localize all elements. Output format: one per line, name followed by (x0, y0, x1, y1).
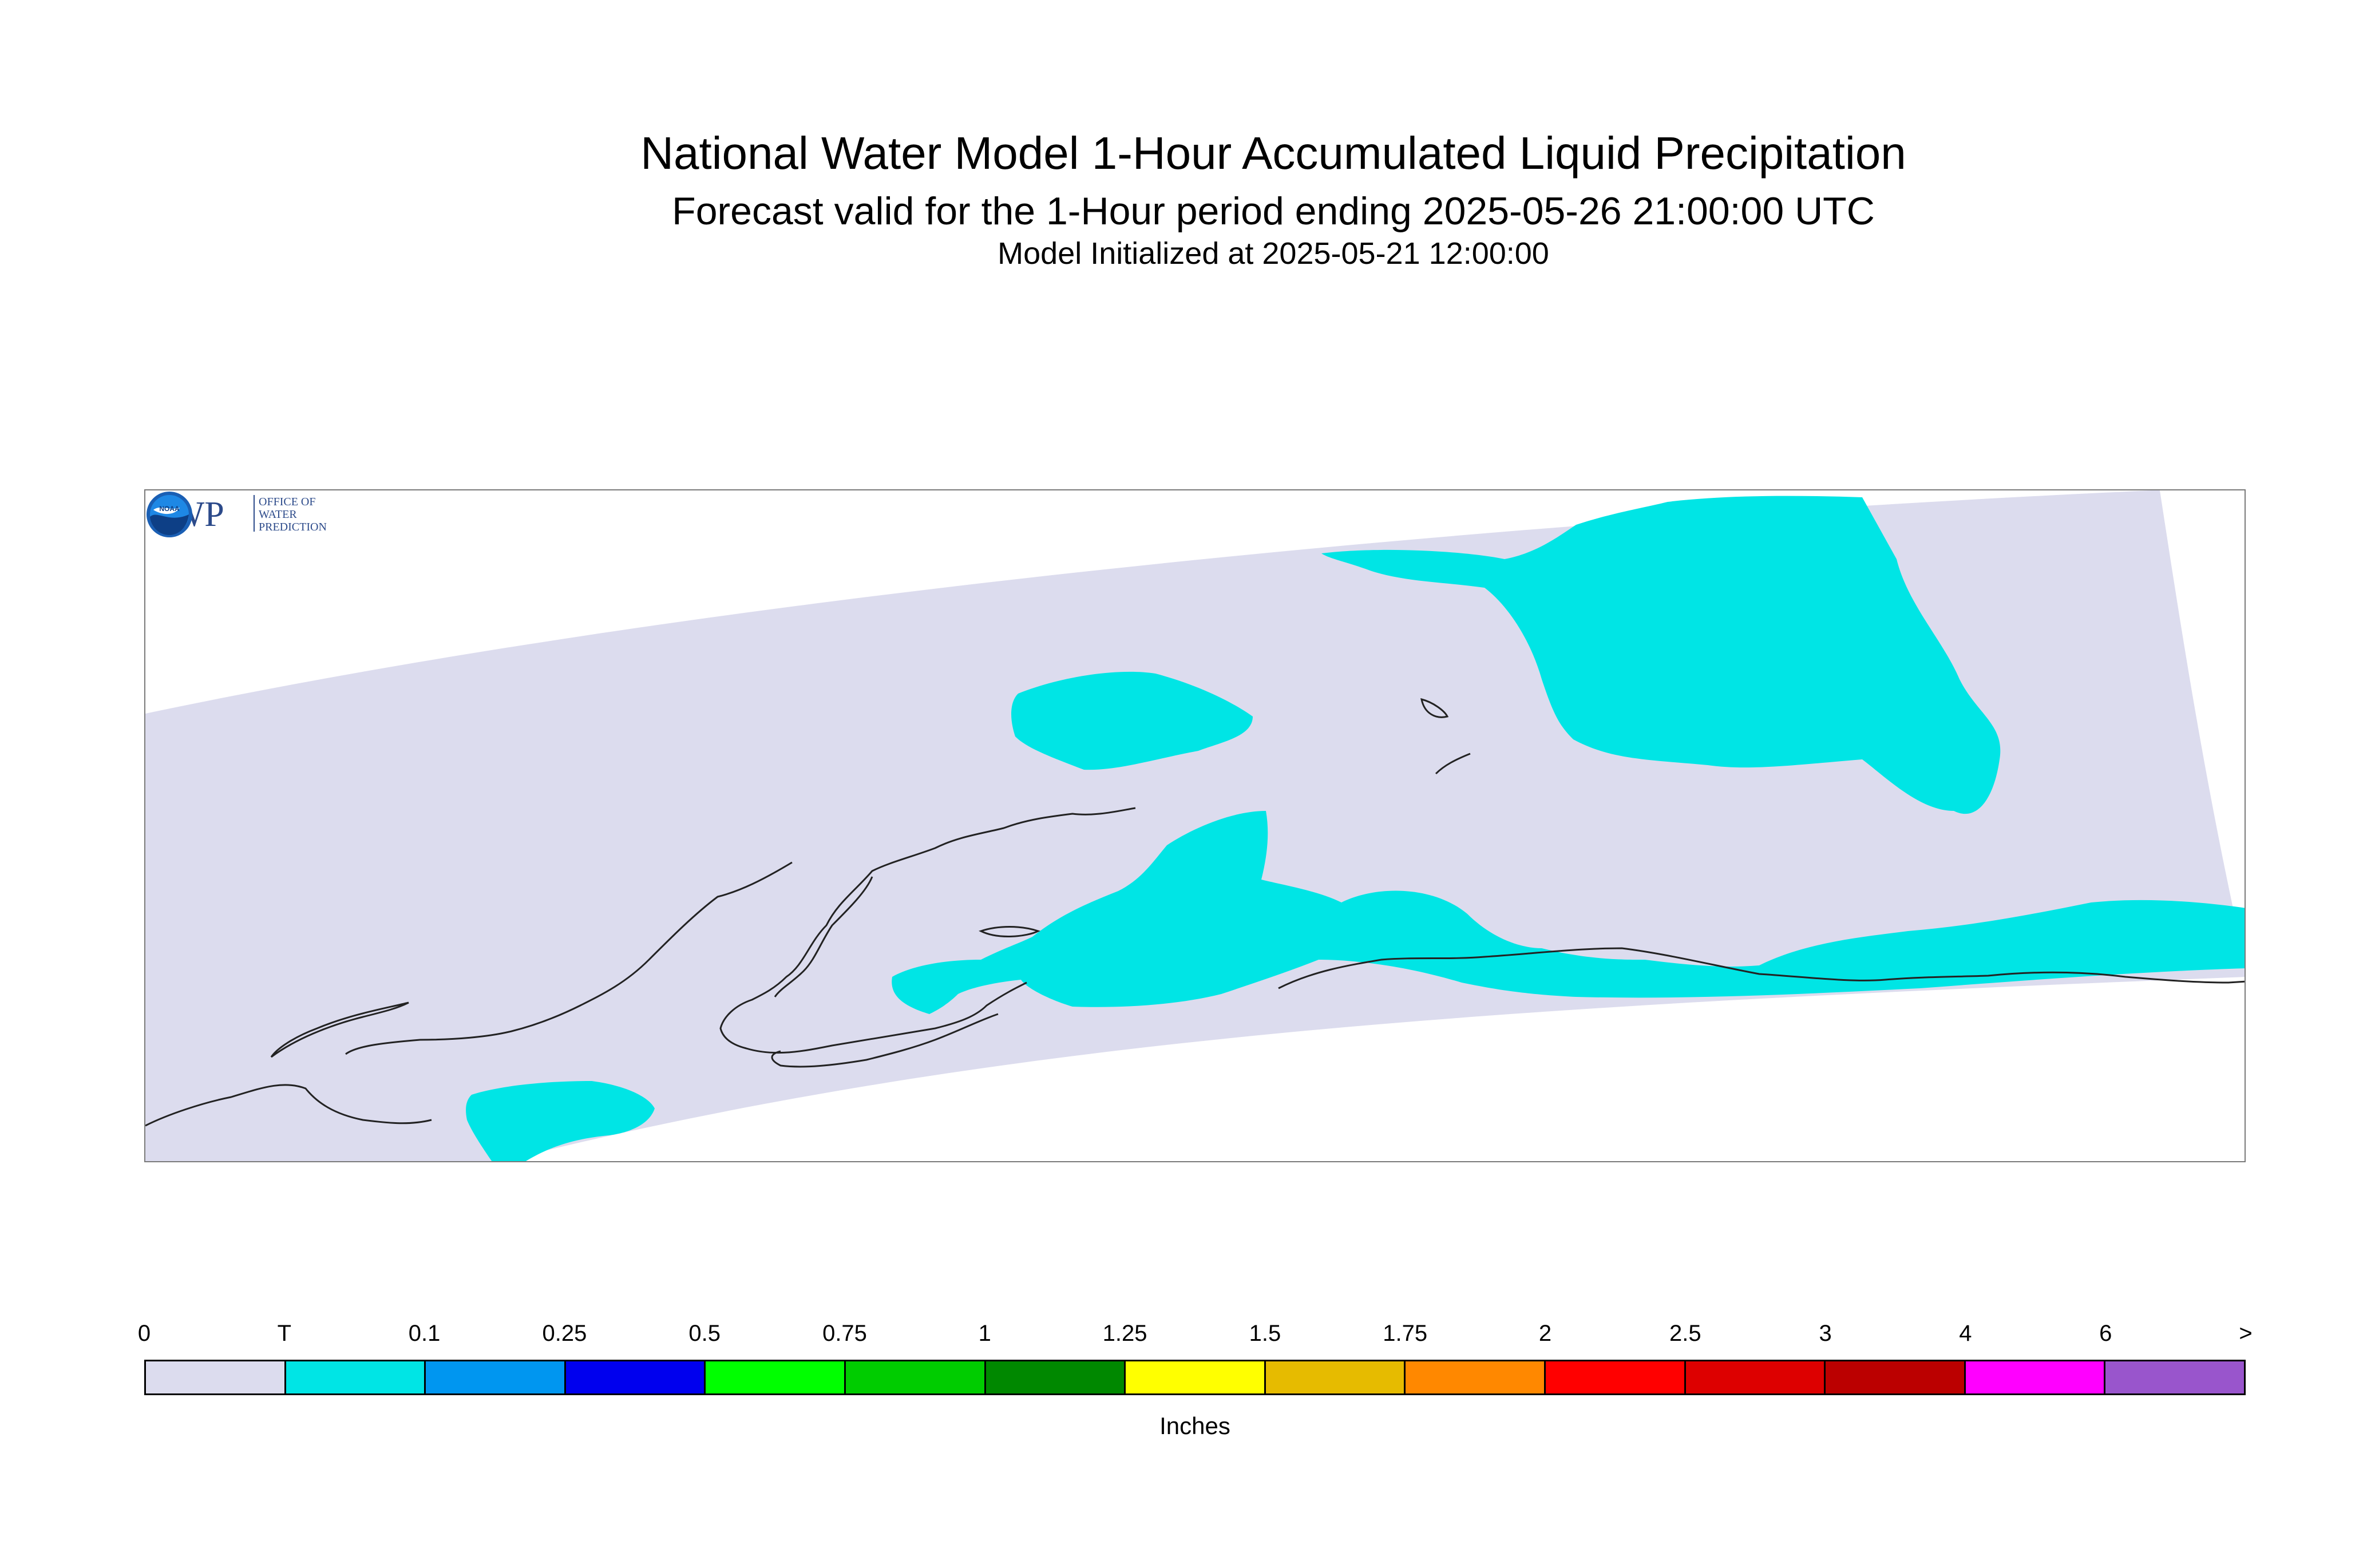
model-init-text: Model Initialized at 2025-05-21 12:00:00 (998, 236, 1549, 271)
precip-area-south (892, 811, 2245, 1014)
map-panel: OWP OFFICE OF WATER PREDICTION NOAA (144, 489, 2246, 1162)
precip-area-southwest (466, 1081, 655, 1161)
legend-tick-label: 1.5 (1249, 1321, 1281, 1346)
owp-logo-line2: WATER (259, 508, 297, 521)
precip-area-central (1011, 671, 1253, 770)
coastline-island (270, 1001, 409, 1058)
precip-area-northeast-small (1924, 777, 1985, 810)
coastline-peninsula (771, 1013, 999, 1068)
legend-swatch (1265, 1361, 1406, 1393)
legend-tick-label: 6 (2099, 1321, 2112, 1346)
legend-tick-label: T (277, 1321, 292, 1346)
coastline-southwest (145, 1084, 432, 1127)
model-domain-region (145, 490, 2245, 1161)
legend-swatch (146, 1361, 286, 1393)
coastline-island-2 (979, 926, 1040, 937)
coastline-west (345, 861, 793, 1055)
coastline-south (1278, 947, 2245, 989)
legend-tick-label: 2.5 (1669, 1321, 1701, 1346)
legend-swatch (1965, 1361, 2106, 1393)
legend-swatch (985, 1361, 1126, 1393)
legend-swatch (1685, 1361, 1826, 1393)
noaa-logo-text: NOAA (159, 505, 180, 513)
legend-tick-label: 0.25 (542, 1321, 587, 1346)
owp-logo-line1: OFFICE OF (259, 496, 315, 508)
legend-tick-label: 1.75 (1383, 1321, 1428, 1346)
precip-area-northeast (1321, 496, 2001, 814)
legend-tick-label: 1 (978, 1321, 991, 1346)
legend-tick-label: > (2239, 1321, 2253, 1346)
legend-tick-label: 0 (137, 1321, 151, 1346)
legend-unit-label: Inches (1159, 1412, 1230, 1439)
legend-swatch (1126, 1361, 1266, 1393)
legend-swatch (426, 1361, 566, 1393)
coastline-island-3 (1420, 698, 1449, 718)
coastline-island-4 (1435, 753, 1471, 775)
legend-tick-label: 1.25 (1102, 1321, 1147, 1346)
map-title: National Water Model 1-Hour Accumulated … (640, 128, 1906, 179)
legend-swatch (565, 1361, 706, 1393)
legend-tick-label: 3 (1819, 1321, 1832, 1346)
legend-swatch (1406, 1361, 1546, 1393)
coastline-mainland (719, 807, 1136, 1054)
legend-swatch (845, 1361, 986, 1393)
legend-swatch (286, 1361, 426, 1393)
map-subtitle: Forecast valid for the 1-Hour period end… (672, 189, 1875, 233)
legend-swatch (1545, 1361, 1686, 1393)
noaa-logo: NOAA (147, 492, 192, 537)
legend-swatch (1826, 1361, 1966, 1393)
legend-tick-labels: 0 T 0.1 0.25 0.5 0.75 1 1.25 1.5 1.75 2 2.5 3 4 6 > (138, 1321, 2253, 1349)
legend-tick-label: 2 (1538, 1321, 1552, 1346)
coastline-river (774, 876, 873, 997)
owp-logo-line3: PREDICTION (259, 521, 327, 533)
map-canvas (145, 490, 2245, 1161)
legend-swatch (2105, 1361, 2244, 1393)
legend-tick-label: 0.1 (408, 1321, 441, 1346)
legend-tick-label: 4 (1959, 1321, 1972, 1346)
legend-tick-label: 0.5 (688, 1321, 721, 1346)
legend-swatch (706, 1361, 846, 1393)
legend-colorbar (144, 1360, 2246, 1395)
legend-tick-label: 0.75 (822, 1321, 867, 1346)
